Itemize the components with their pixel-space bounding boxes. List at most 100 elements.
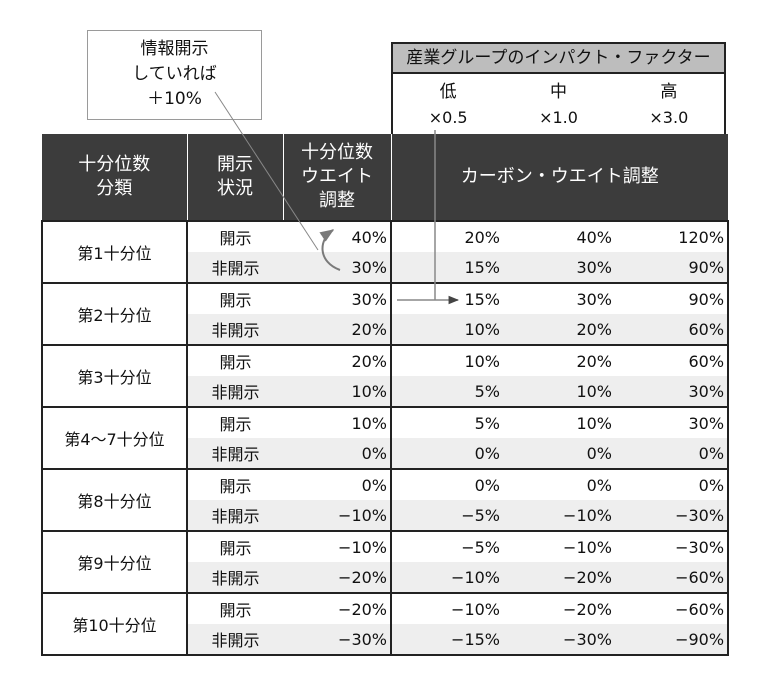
- carbon-low-value: −5%: [391, 500, 503, 531]
- carbon-low-value: 10%: [391, 344, 503, 376]
- impact-factor-levels: 低 ×0.5 中 ×1.0 高 ×3.0: [391, 74, 726, 134]
- decile-weight-value: 10%: [283, 376, 392, 407]
- carbon-high-value: 90%: [615, 282, 730, 314]
- disclosure-status: 開示: [187, 592, 283, 624]
- table-row: 第2十分位 開示 30% 15% 30% 90%: [41, 282, 730, 345]
- decile-label: 第10十分位: [41, 592, 188, 656]
- carbon-low-value: 5%: [391, 376, 503, 407]
- decile-weight-value: 40%: [283, 220, 392, 252]
- carbon-high-value: −30%: [615, 500, 730, 531]
- carbon-mid-value: 40%: [503, 220, 615, 252]
- decile-weight-value: 0%: [283, 468, 392, 500]
- header-line: 分類: [96, 178, 133, 199]
- disclosure-status: 非開示: [187, 314, 283, 345]
- carbon-low-value: −10%: [391, 592, 503, 624]
- disclosure-callout: 情報開示 していれば ＋10%: [87, 30, 262, 120]
- impact-multiplier: ×1.0: [539, 108, 578, 127]
- disclosure-status: 開示: [187, 220, 283, 252]
- decile-label: 第1十分位: [41, 220, 188, 283]
- carbon-low-value: 10%: [391, 314, 503, 345]
- decile-weight-value: 0%: [283, 438, 392, 469]
- table-row: 非開示 20% 10% 20% 60%: [42, 314, 730, 345]
- carbon-high-value: −90%: [615, 624, 730, 656]
- impact-level-label: 中: [549, 82, 567, 102]
- disclosure-status: 開示: [187, 468, 283, 500]
- carbon-low-value: −10%: [391, 562, 503, 593]
- disclosure-status: 非開示: [187, 252, 283, 283]
- decile-weight-value: 20%: [283, 344, 392, 376]
- carbon-high-value: 30%: [615, 406, 730, 438]
- carbon-mid-value: −10%: [503, 500, 615, 531]
- impact-level-high: 高 ×3.0: [614, 74, 724, 134]
- carbon-mid-value: −10%: [503, 530, 615, 562]
- callout-line: ＋10%: [147, 89, 202, 109]
- table-row: 非開示 −10% −5% −10% −30%: [42, 500, 730, 531]
- carbon-low-value: 0%: [391, 468, 503, 500]
- header-line: ウエイト: [301, 166, 373, 187]
- table-row: 非開示 10% 5% 10% 30%: [42, 376, 730, 407]
- carbon-mid-value: −20%: [503, 562, 615, 593]
- carbon-low-value: 20%: [391, 220, 503, 252]
- header-line: 十分位数: [78, 154, 151, 175]
- disclosure-status: 開示: [187, 406, 283, 438]
- impact-level-mid: 中 ×1.0: [503, 74, 613, 134]
- decile-label: 第9十分位: [41, 530, 188, 593]
- table-row: 非開示 −30% −15% −30% −90%: [42, 624, 730, 656]
- decile-weight-value: 20%: [283, 314, 392, 345]
- carbon-high-value: 60%: [615, 314, 730, 345]
- carbon-high-value: 120%: [615, 220, 730, 252]
- table-row: 第8十分位 開示 0% 0% 0% 0%: [41, 468, 730, 531]
- header-carbon: カーボン・ウエイト調整: [391, 134, 729, 222]
- carbon-mid-value: 20%: [503, 344, 615, 376]
- carbon-mid-value: 0%: [503, 438, 615, 469]
- carbon-high-value: −30%: [615, 530, 730, 562]
- carbon-mid-value: −20%: [503, 592, 615, 624]
- table-row: 第10十分位 開示 −20% −10% −20% −60%: [41, 592, 730, 656]
- impact-multiplier: ×3.0: [649, 108, 689, 127]
- callout-line: していれば: [132, 64, 217, 84]
- decile-weight-value: −20%: [283, 592, 392, 624]
- impact-factor-title: 産業グループのインパクト・ファクター: [391, 42, 726, 74]
- callout-line: 情報開示: [140, 39, 209, 59]
- carbon-high-value: 30%: [615, 376, 730, 407]
- decile-weight-value: 30%: [283, 282, 392, 314]
- carbon-mid-value: 10%: [503, 376, 615, 407]
- disclosure-status: 開示: [187, 282, 283, 314]
- carbon-low-value: −5%: [391, 530, 503, 562]
- header-line: 状況: [217, 178, 253, 199]
- carbon-high-value: −60%: [615, 592, 730, 624]
- carbon-high-value: −60%: [615, 562, 730, 593]
- header-decile: 十分位数 分類: [42, 134, 188, 222]
- carbon-low-value: 15%: [391, 252, 503, 283]
- header-status: 開示 状況: [187, 134, 284, 222]
- weight-adjustment-table: 十分位数 分類 開示 状況 十分位数 ウエイト 調整 カーボン・ウエイト調整 第…: [41, 134, 730, 656]
- decile-label: 第3十分位: [41, 344, 188, 407]
- decile-weight-value: −10%: [283, 500, 392, 531]
- decile-weight-value: 10%: [283, 406, 392, 438]
- carbon-mid-value: 10%: [503, 406, 615, 438]
- carbon-mid-value: 30%: [503, 252, 615, 283]
- decile-label: 第2十分位: [41, 282, 188, 345]
- carbon-low-value: 0%: [391, 438, 503, 469]
- table-row: 第1十分位 開示 40% 20% 40% 120%: [41, 220, 730, 283]
- table-row: 非開示 −20% −10% −20% −60%: [42, 562, 730, 593]
- table-header-row: 十分位数 分類 開示 状況 十分位数 ウエイト 調整 カーボン・ウエイト調整: [42, 134, 729, 222]
- carbon-low-value: 15%: [391, 282, 503, 314]
- carbon-mid-value: 30%: [503, 282, 615, 314]
- disclosure-status: 非開示: [187, 624, 283, 656]
- decile-label: 第4～7十分位: [41, 406, 188, 469]
- disclosure-status: 非開示: [187, 376, 283, 407]
- carbon-low-value: 5%: [391, 406, 503, 438]
- table-row: 非開示 30% 15% 30% 90%: [42, 252, 730, 283]
- header-weight: 十分位数 ウエイト 調整: [283, 134, 392, 222]
- impact-level-label: 低: [439, 82, 457, 102]
- decile-weight-value: 30%: [283, 252, 392, 283]
- decile-weight-value: −30%: [283, 624, 392, 656]
- table-row: 非開示 0% 0% 0% 0%: [42, 438, 730, 469]
- impact-multiplier: ×0.5: [428, 108, 468, 127]
- table-row: 第9十分位 開示 −10% −5% −10% −30%: [41, 530, 730, 593]
- disclosure-status: 開示: [187, 344, 283, 376]
- carbon-high-value: 90%: [615, 252, 730, 283]
- header-line: 十分位数: [301, 142, 373, 163]
- header-line: 開示: [217, 154, 253, 175]
